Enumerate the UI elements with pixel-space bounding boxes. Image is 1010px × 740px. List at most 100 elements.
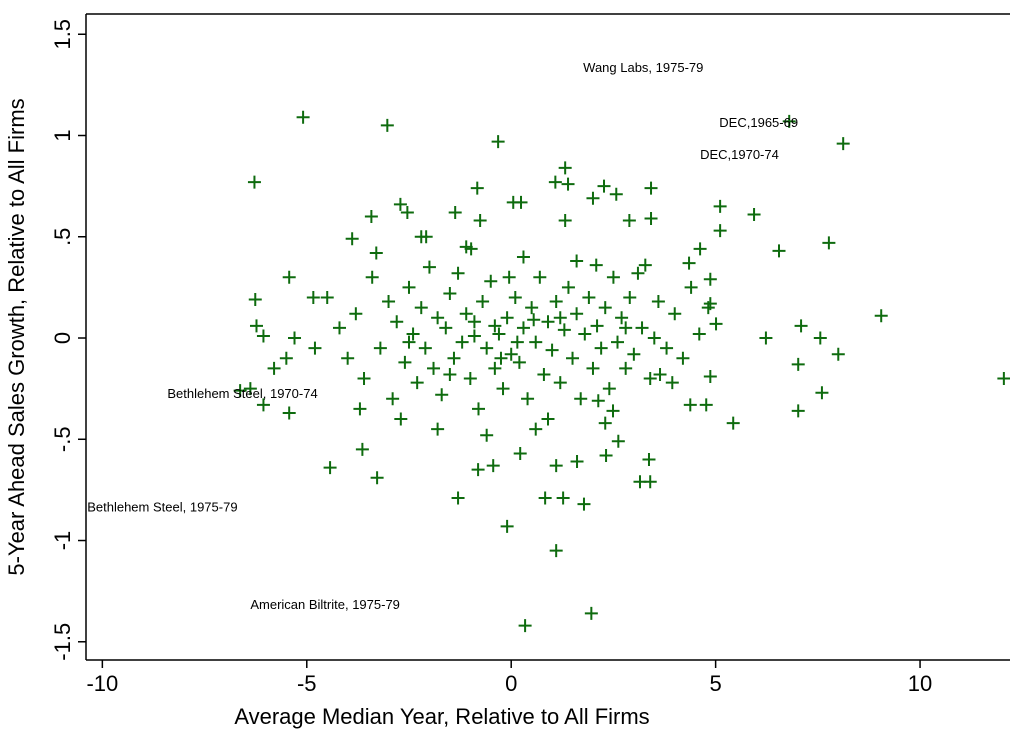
point	[558, 214, 572, 228]
point	[558, 161, 572, 175]
point	[815, 386, 829, 400]
x-tick-label: 0	[505, 671, 517, 696]
point	[619, 361, 633, 375]
point	[831, 347, 845, 361]
point	[529, 422, 543, 436]
x-tick-label: -5	[297, 671, 317, 696]
point	[514, 195, 528, 209]
point	[471, 402, 485, 416]
point	[341, 351, 355, 365]
point	[538, 491, 552, 505]
point	[615, 311, 629, 325]
point	[713, 199, 727, 213]
point	[443, 367, 457, 381]
point	[480, 428, 494, 442]
point	[470, 181, 484, 195]
point	[402, 280, 416, 294]
point	[510, 335, 524, 349]
point	[513, 446, 527, 460]
point	[623, 291, 637, 305]
point	[463, 372, 477, 386]
point	[529, 335, 543, 349]
point	[586, 361, 600, 375]
y-tick-label: -1.5	[50, 623, 75, 661]
point	[364, 210, 378, 224]
point	[365, 270, 379, 284]
point	[557, 323, 571, 337]
point	[435, 388, 449, 402]
point	[418, 341, 432, 355]
point	[279, 351, 293, 365]
y-tick-label: 1	[50, 129, 75, 141]
point	[380, 118, 394, 132]
point	[703, 369, 717, 383]
annotation: Bethlehem Steel, 1970-74	[167, 386, 317, 401]
point	[597, 179, 611, 193]
point	[703, 272, 717, 286]
point	[541, 412, 555, 426]
point	[676, 351, 690, 365]
point	[683, 398, 697, 412]
point	[355, 442, 369, 456]
point	[598, 301, 612, 315]
point	[590, 319, 604, 333]
point	[653, 367, 667, 381]
point	[537, 367, 551, 381]
point	[549, 459, 563, 473]
point	[414, 230, 428, 244]
point	[651, 295, 665, 309]
point	[644, 181, 658, 195]
point	[701, 301, 715, 315]
point	[791, 404, 805, 418]
point	[504, 347, 518, 361]
point	[516, 321, 530, 335]
y-axis-title: 5-Year Ahead Sales Growth, Relative to A…	[4, 98, 29, 575]
point	[306, 291, 320, 305]
point	[586, 191, 600, 205]
point	[582, 291, 596, 305]
point	[398, 355, 412, 369]
point	[256, 398, 270, 412]
point	[782, 114, 796, 128]
point	[390, 315, 404, 329]
point	[518, 619, 532, 633]
point	[491, 135, 505, 149]
point	[471, 463, 485, 477]
x-axis-title: Average Median Year, Relative to All Fir…	[234, 704, 649, 729]
point	[308, 341, 322, 355]
point	[609, 187, 623, 201]
point	[578, 327, 592, 341]
point	[400, 205, 414, 219]
point	[414, 301, 428, 315]
point	[410, 376, 424, 390]
point	[488, 361, 502, 375]
annotation: DEC,1965-69	[719, 115, 798, 130]
point	[699, 398, 713, 412]
point	[288, 331, 302, 345]
point	[602, 382, 616, 396]
point	[427, 361, 441, 375]
point	[486, 459, 500, 473]
point	[467, 329, 481, 343]
point	[589, 258, 603, 272]
y-tick-label: -.5	[50, 426, 75, 452]
point	[459, 240, 473, 254]
point	[591, 394, 605, 408]
point	[476, 295, 490, 309]
y-tick-label: -1	[50, 531, 75, 551]
y-tick-label: 1.5	[50, 19, 75, 50]
point	[406, 327, 420, 341]
point	[638, 258, 652, 272]
point	[611, 434, 625, 448]
point	[525, 301, 539, 315]
point	[373, 341, 387, 355]
point	[459, 307, 473, 321]
point	[349, 307, 363, 321]
point	[467, 315, 481, 329]
point	[527, 313, 541, 327]
point	[502, 270, 516, 284]
point	[611, 335, 625, 349]
point	[772, 244, 786, 258]
